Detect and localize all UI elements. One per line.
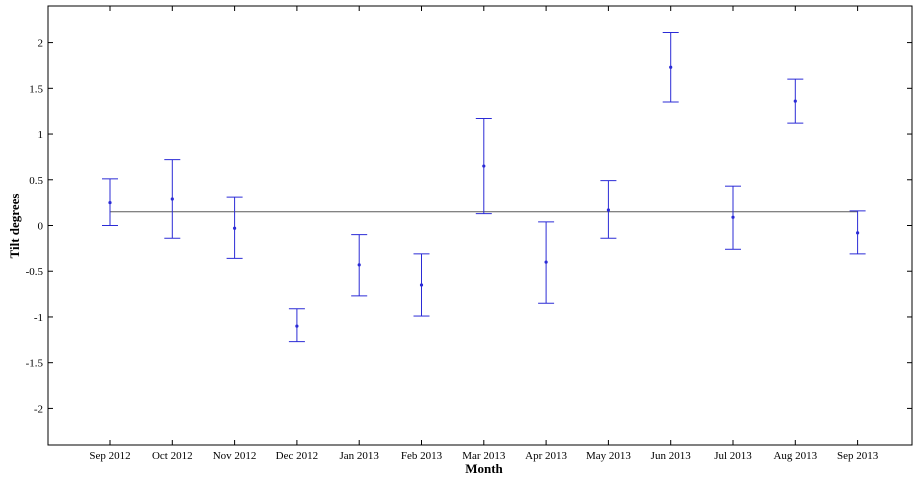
x-axis-title: Month bbox=[465, 461, 503, 476]
plot-area bbox=[47, 5, 913, 446]
y-tick-label: 0 bbox=[38, 221, 44, 233]
y-tick-label: 1 bbox=[38, 129, 44, 141]
x-ticks: Sep 2012 Oct 2012 Nov 2012 Dec 2012 Jan 2013… bbox=[89, 6, 879, 462]
data-point bbox=[108, 201, 112, 205]
data-point bbox=[233, 226, 237, 230]
data-point bbox=[170, 197, 174, 201]
data-point bbox=[482, 164, 486, 168]
y-tick-label: -0.5 bbox=[26, 266, 44, 278]
data-point bbox=[606, 208, 611, 212]
data-point bbox=[669, 65, 673, 69]
y-tick-label: 1.5 bbox=[29, 83, 43, 95]
y-axis-title: Tilt degrees bbox=[7, 194, 22, 259]
x-tick-label: Oct 2012 bbox=[152, 450, 193, 462]
data-point bbox=[544, 260, 548, 264]
y-tick-label: -1.5 bbox=[26, 358, 44, 370]
y-tick-label: 2 bbox=[38, 38, 44, 50]
x-tick-label: Dec 2012 bbox=[276, 450, 318, 462]
data-point bbox=[295, 324, 299, 328]
y-tick-label: -1 bbox=[34, 312, 43, 324]
data-point bbox=[357, 263, 361, 267]
x-tick-label: Apr 2013 bbox=[525, 450, 567, 462]
x-tick-label: Feb 2013 bbox=[401, 450, 443, 462]
data-point bbox=[731, 215, 735, 219]
x-tick-label: Mar 2013 bbox=[462, 450, 506, 462]
data-point bbox=[856, 231, 860, 235]
x-tick-label: Jun 2013 bbox=[651, 450, 692, 462]
x-tick-label: Sep 2012 bbox=[89, 450, 130, 462]
x-tick-label: Jul 2013 bbox=[714, 450, 752, 462]
x-tick-label: Nov 2012 bbox=[213, 450, 257, 462]
x-tick-label: Jan 2013 bbox=[339, 450, 379, 462]
data-point bbox=[793, 99, 797, 103]
series-errorbars bbox=[102, 32, 866, 343]
x-tick-label: Sep 2013 bbox=[837, 450, 879, 462]
y-tick-label: 0.5 bbox=[29, 175, 43, 187]
y-tick-label: -2 bbox=[34, 403, 43, 415]
y-ticks: -2 -1.5 -1 -0.5 0 0.5 1 1.5 2 bbox=[26, 38, 912, 415]
x-tick-label: May 2013 bbox=[586, 450, 631, 462]
x-tick-label: Aug 2013 bbox=[773, 450, 817, 462]
data-point bbox=[419, 283, 424, 287]
